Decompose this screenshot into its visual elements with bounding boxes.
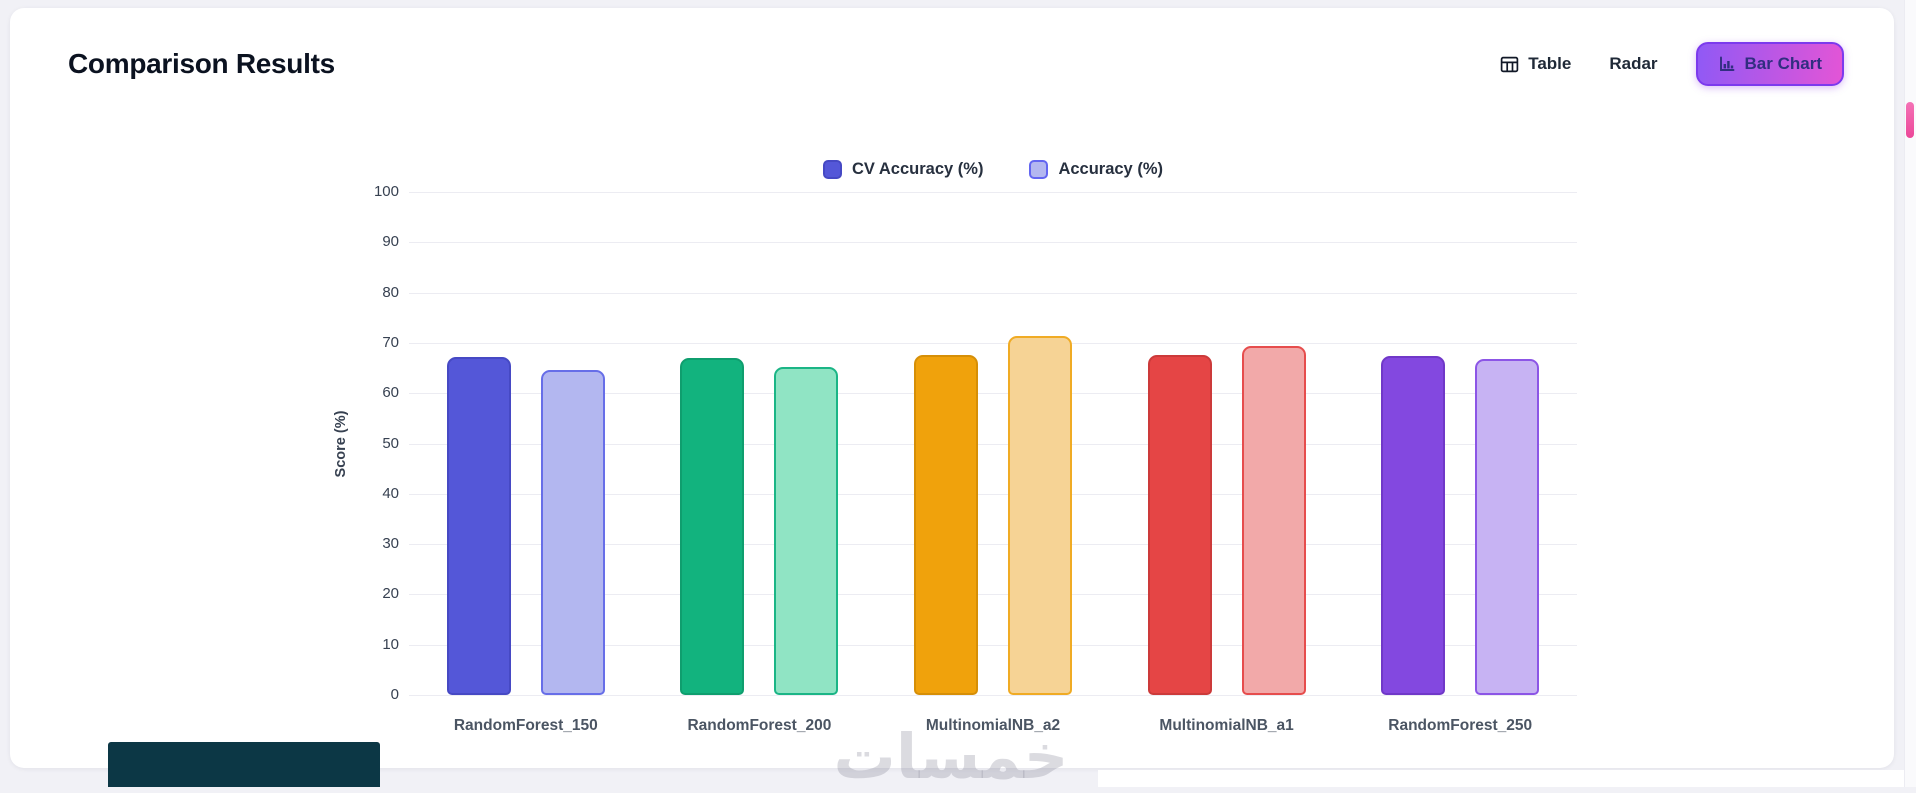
legend-label: Accuracy (%)	[1058, 160, 1163, 178]
table-icon	[1500, 55, 1519, 74]
y-tick-label: 70	[382, 333, 399, 351]
bar-cv-accuracy[interactable]	[446, 356, 511, 695]
comparison-results-card: Comparison Results Table Radar	[10, 8, 1894, 768]
gridline	[409, 393, 1577, 395]
gridline	[409, 292, 1577, 294]
y-tick-label: 0	[390, 686, 399, 703]
y-tick-label: 50	[382, 434, 399, 452]
x-axis-label: MultinomialNB_a2	[925, 717, 1061, 734]
bar-chart-view-label: Bar Chart	[1744, 54, 1822, 73]
y-tick-label: 40	[382, 484, 399, 502]
gridline	[409, 192, 1577, 193]
card-header: Comparison Results Table Radar	[68, 38, 1844, 90]
watermark: خمسات	[833, 720, 1069, 793]
bar-chart: 0 10 20 30 40 50 60 70 80 90 100 RandomForest_150 Ra…	[10, 8, 1894, 768]
bar-accuracy[interactable]	[1241, 346, 1306, 695]
legend-label: CV Accuracy (%)	[852, 160, 984, 178]
y-tick-label: 60	[382, 384, 399, 402]
page-title: Comparison Results	[68, 48, 335, 79]
legend-swatch	[823, 160, 842, 179]
legend-item[interactable]: Accuracy (%)	[1029, 160, 1163, 179]
bar-accuracy[interactable]	[540, 370, 605, 695]
x-axis-label: MultinomialNB_a1	[1159, 717, 1294, 734]
x-axis-label: RandomForest_150	[453, 717, 598, 734]
bar-chart-view-button[interactable]: Bar Chart	[1695, 42, 1844, 86]
gridline	[409, 342, 1577, 344]
bar-cv-accuracy[interactable]	[914, 354, 978, 695]
y-tick-label: 30	[382, 535, 399, 553]
bar-cv-accuracy[interactable]	[680, 357, 745, 695]
table-view-label: Table	[1528, 54, 1572, 73]
x-axis-label: RandomForest_250	[1388, 717, 1533, 734]
table-view-button[interactable]: Table	[1500, 54, 1571, 74]
radar-view-label: Radar	[1609, 54, 1658, 73]
scrollbar-thumb[interactable]	[1906, 102, 1914, 138]
chart-legend: CV Accuracy (%) Accuracy (%)	[409, 160, 1577, 179]
bar-accuracy[interactable]	[1008, 335, 1072, 695]
bottom-left-overlay	[108, 742, 380, 787]
bar-chart-icon	[1718, 55, 1736, 73]
y-tick-label: 20	[382, 585, 399, 603]
gridline	[409, 493, 1577, 495]
legend-item[interactable]: CV Accuracy (%)	[823, 160, 983, 179]
x-axis-label: RandomForest_200	[687, 717, 832, 734]
radar-view-button[interactable]: Radar	[1609, 54, 1657, 74]
y-tick-label: 100	[373, 183, 399, 200]
bottom-background-strip	[1098, 770, 1916, 787]
legend-swatch	[1029, 160, 1049, 179]
view-switcher: Table Radar Bar Chart	[1500, 42, 1844, 86]
bar-cv-accuracy[interactable]	[1381, 356, 1446, 695]
bar-cv-accuracy[interactable]	[1147, 355, 1212, 695]
gridline	[409, 594, 1577, 596]
gridline	[409, 443, 1577, 445]
gridline	[409, 242, 1577, 244]
bar-accuracy[interactable]	[1475, 359, 1540, 695]
bar-accuracy[interactable]	[774, 366, 839, 695]
y-tick-label: 80	[382, 283, 399, 301]
y-tick-label: 10	[382, 635, 399, 653]
gridline	[409, 695, 1577, 696]
scrollbar-track[interactable]	[1904, 0, 1916, 787]
gridline	[409, 644, 1577, 646]
y-tick-label: 90	[382, 233, 399, 251]
gridline	[409, 544, 1577, 546]
